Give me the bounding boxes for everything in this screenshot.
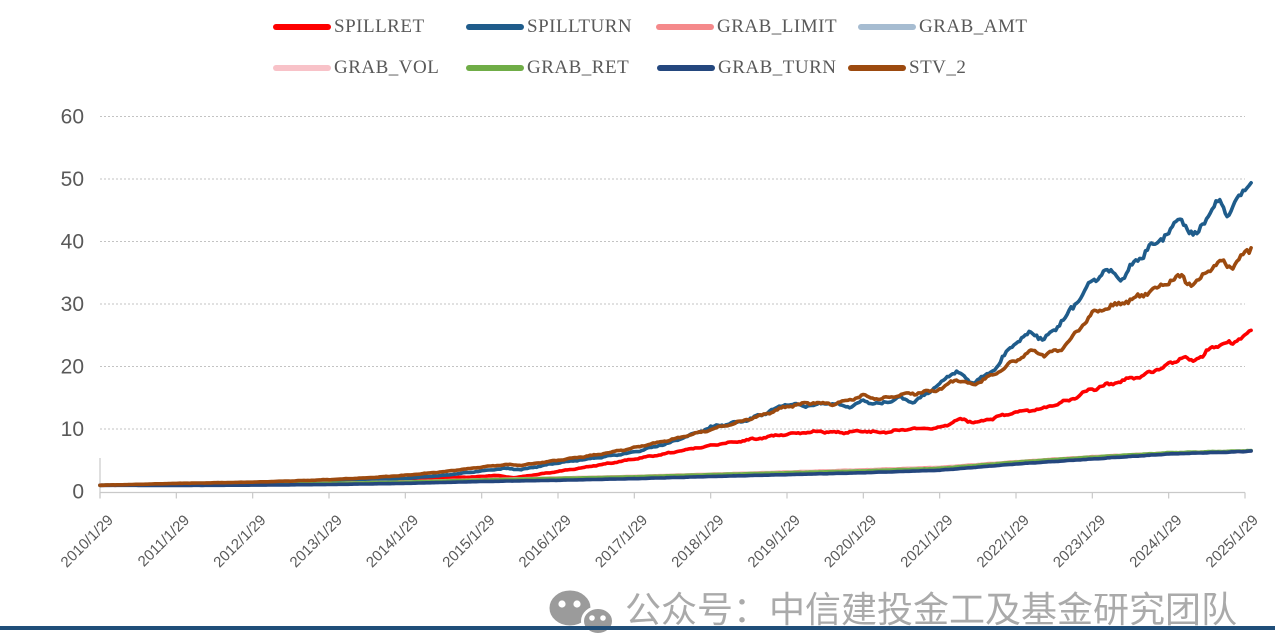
- x-axis-label: 2021/1/29: [897, 512, 956, 571]
- legend-label-grab-amt: GRAB_AMT: [919, 16, 1028, 37]
- x-axis-label: 2015/1/29: [439, 512, 498, 571]
- y-axis-label: 60: [61, 106, 84, 129]
- legend-swatch-grab-limit: [656, 24, 714, 30]
- legend-swatch-grab-vol: [273, 65, 331, 71]
- legend-swatch-grab-turn: [657, 65, 715, 71]
- series-line-grab_turn: [98, 449, 1253, 488]
- y-axis-label: 10: [61, 418, 84, 441]
- legend-item-stv-2: STV_2: [848, 56, 966, 80]
- x-axis-label: 2010/1/29: [58, 512, 117, 571]
- x-axis-label: 2018/1/29: [668, 512, 727, 571]
- x-axis-label: 2024/1/29: [1126, 512, 1185, 571]
- x-axis-label: 2019/1/29: [745, 512, 804, 571]
- y-axis-label: 50: [61, 168, 84, 191]
- legend-item-grab-ret: GRAB_RET: [466, 56, 629, 80]
- legend-label-stv-2: STV_2: [909, 57, 967, 78]
- legend-item-grab-turn: GRAB_TURN: [657, 56, 837, 80]
- y-axis-label: 30: [61, 293, 84, 316]
- x-axis-label: 2022/1/29: [974, 512, 1033, 571]
- x-axis-label: 2016/1/29: [516, 512, 575, 571]
- legend-item-grab-vol: GRAB_VOL: [273, 56, 439, 80]
- legend-swatch-stv-2: [848, 65, 906, 71]
- y-axis-label: 40: [61, 231, 84, 254]
- legend-swatch-grab-ret: [466, 65, 524, 71]
- chart-legend: SPILLRET SPILLTURN GRAB_LIMIT GRAB_AMT G…: [0, 0, 1275, 90]
- x-axis-label: 2023/1/29: [1050, 512, 1109, 571]
- legend-item-grab-limit: GRAB_LIMIT: [656, 15, 837, 39]
- legend-label-grab-vol: GRAB_VOL: [334, 57, 440, 78]
- x-axis-label: 2025/1/29: [1203, 512, 1262, 571]
- legend-label-grab-ret: GRAB_RET: [527, 57, 630, 78]
- legend-swatch-grab-amt: [858, 24, 916, 30]
- legend-label-spillret: SPILLRET: [334, 16, 425, 37]
- footer-rule: [0, 626, 1275, 630]
- legend-label-spillturn: SPILLTURN: [527, 16, 633, 37]
- y-axis-label: 0: [72, 481, 84, 504]
- legend-item-spillturn: SPILLTURN: [466, 15, 632, 39]
- legend-label-grab-turn: GRAB_TURN: [718, 57, 837, 78]
- watermark: 公众号：中信建投金工及基金研究团队: [543, 588, 1237, 636]
- x-axis-label: 2012/1/29: [210, 512, 269, 571]
- series-line-spillret: [98, 328, 1253, 488]
- legend-item-spillret: SPILLRET: [273, 15, 425, 39]
- x-axis-label: 2020/1/29: [821, 512, 880, 571]
- x-axis-label: 2014/1/29: [363, 512, 422, 571]
- x-axis-label: 2013/1/29: [287, 512, 346, 571]
- legend-label-grab-limit: GRAB_LIMIT: [717, 16, 838, 37]
- series-line-stv_2: [98, 246, 1253, 488]
- legend-item-grab-amt: GRAB_AMT: [858, 15, 1028, 39]
- x-axis-label: 2017/1/29: [592, 512, 651, 571]
- legend-swatch-spillret: [273, 24, 331, 30]
- x-axis-label: 2011/1/29: [135, 512, 193, 570]
- watermark-text: 公众号：中信建投金工及基金研究团队: [625, 589, 1238, 630]
- y-axis-label: 20: [61, 356, 84, 379]
- legend-swatch-spillturn: [466, 24, 524, 30]
